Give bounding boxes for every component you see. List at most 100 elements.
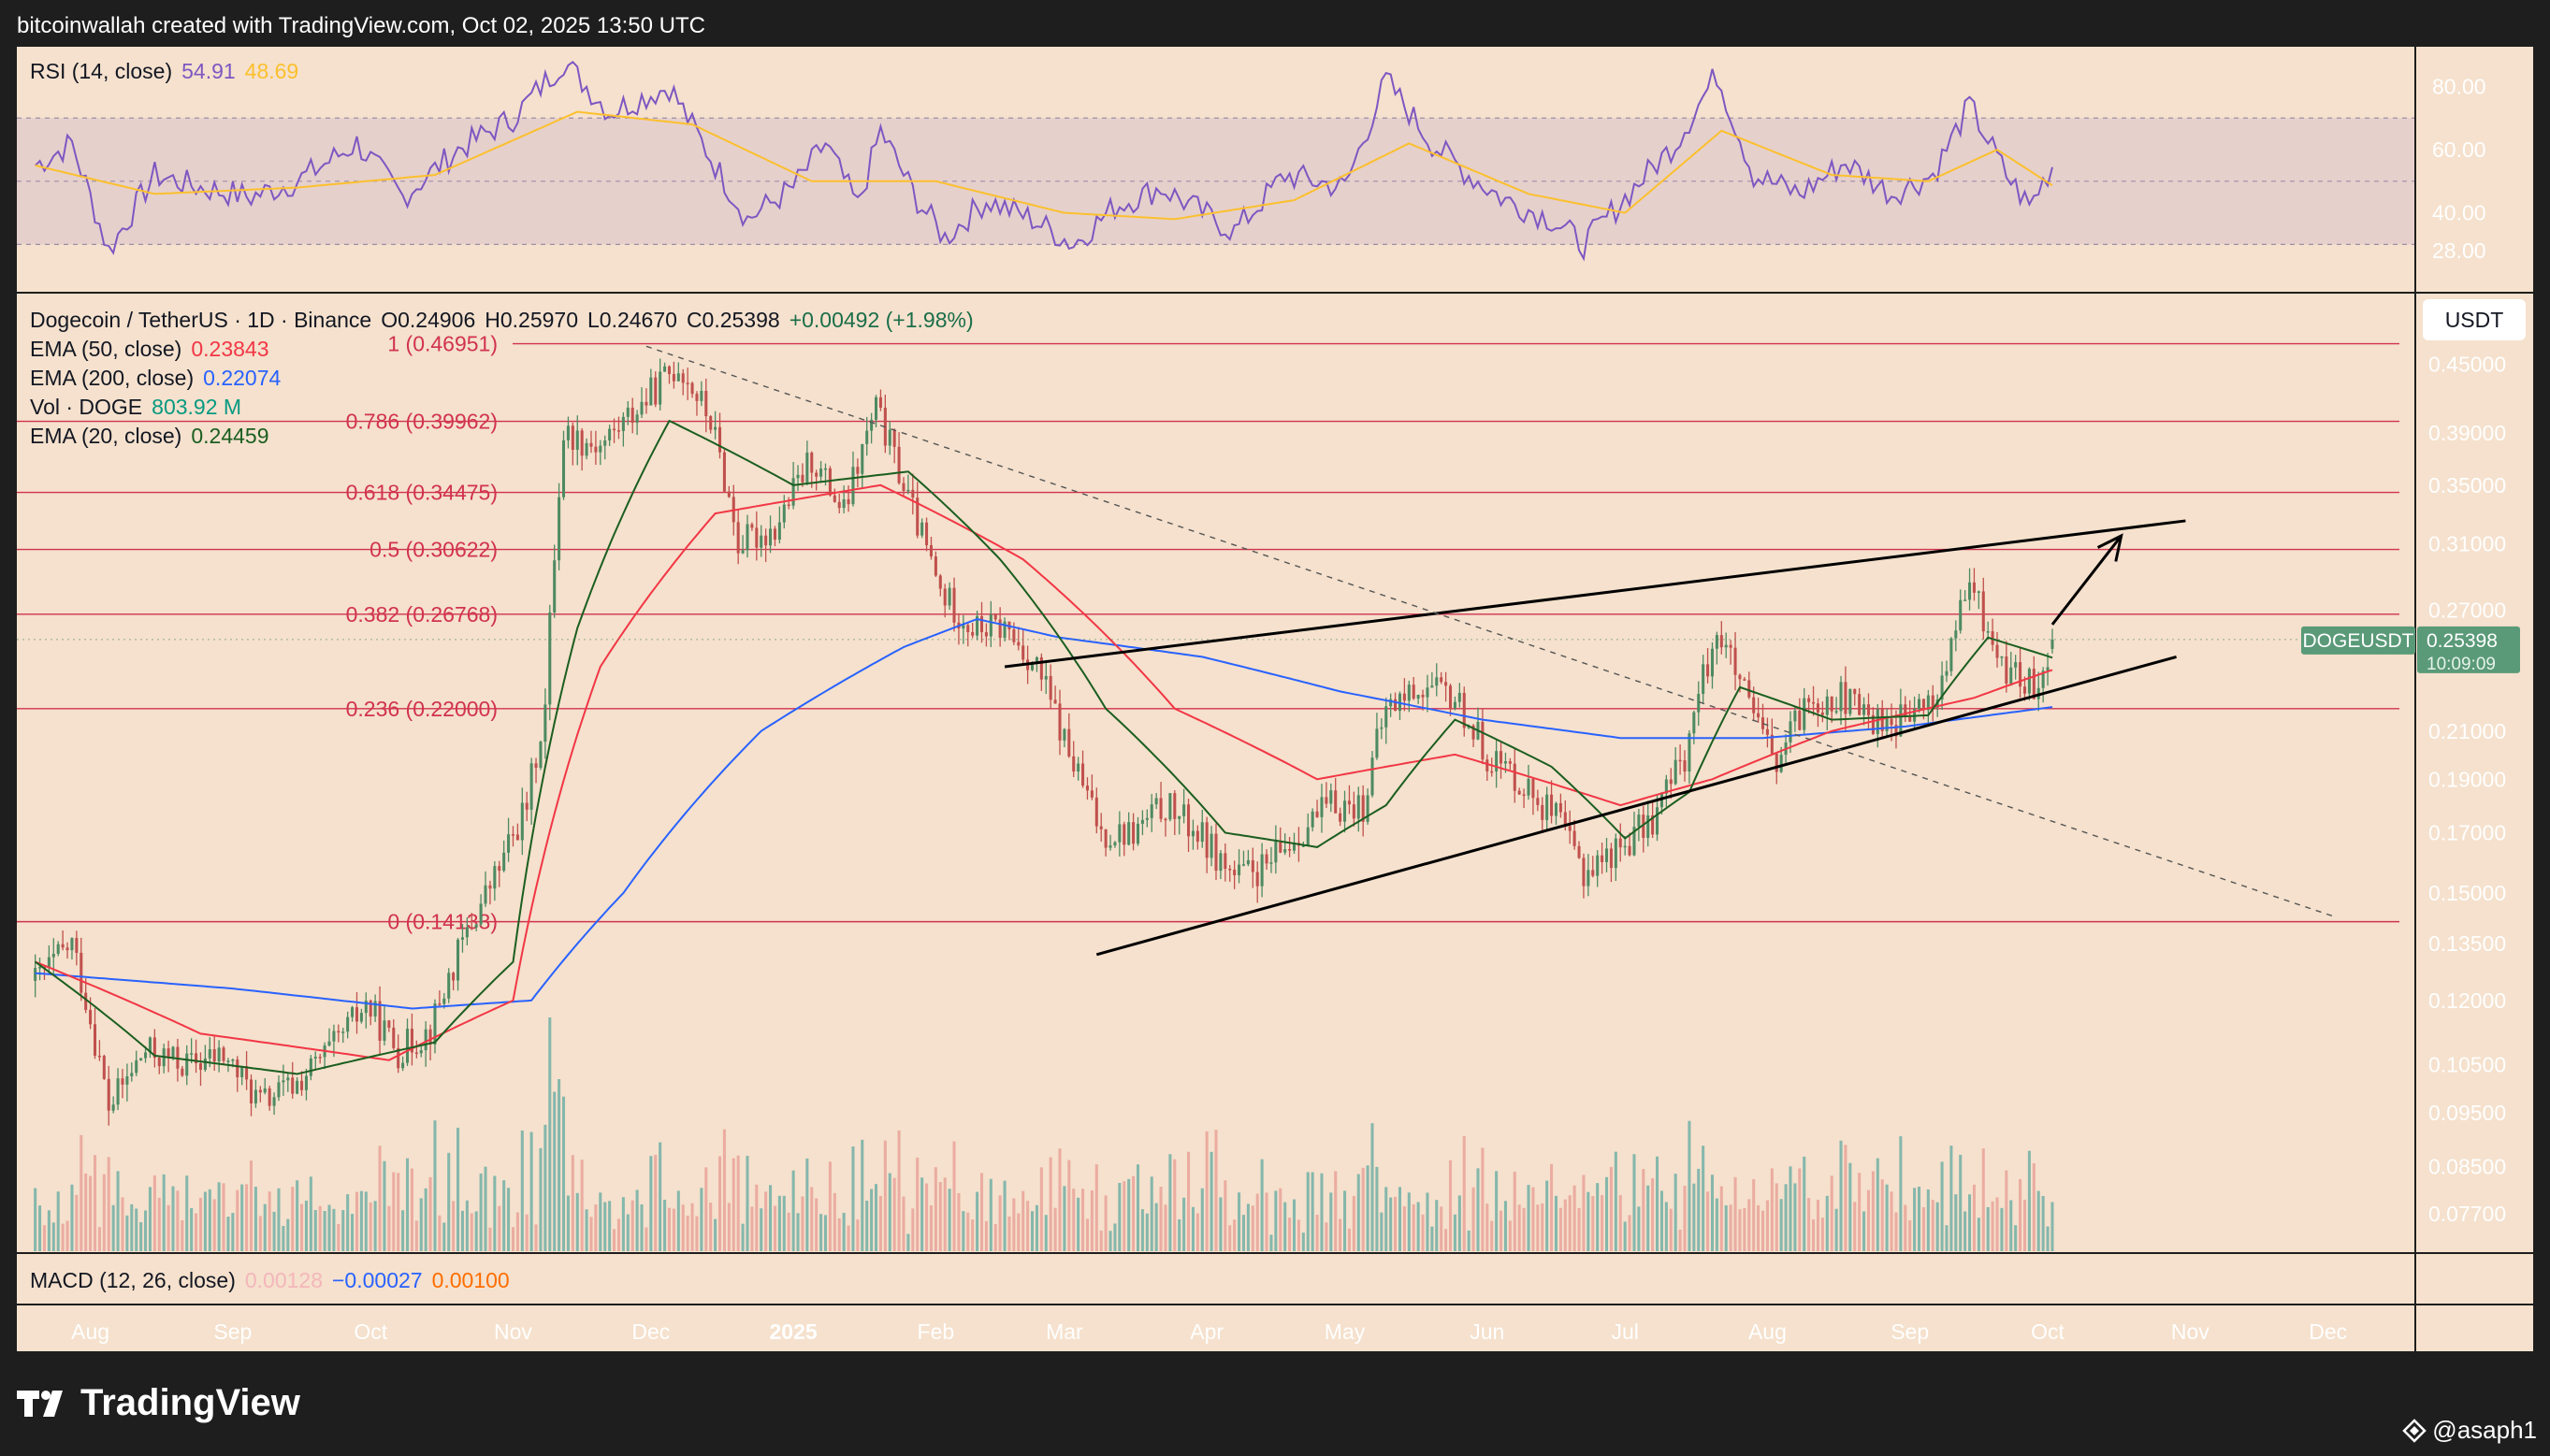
volume-bar (613, 1229, 616, 1251)
volume-bar (1297, 1219, 1300, 1251)
fib-level-label: 1 (0.46951) (387, 332, 498, 356)
volume-bar (2032, 1162, 2036, 1251)
symbol-legend-part: L0.24670 (587, 308, 677, 332)
ema50-line (35, 483, 2053, 1061)
candle-body (1890, 718, 1893, 726)
volume-bar (1807, 1197, 1811, 1251)
volume-bar (645, 1227, 648, 1251)
volume-bar (1541, 1203, 1544, 1251)
volume-bar (1853, 1202, 1857, 1251)
candle-body (534, 763, 538, 769)
volume-bar (906, 1233, 910, 1251)
price-tick-label: 0.31000 (2428, 531, 2506, 555)
candle-body (934, 556, 937, 576)
volume-bar (732, 1158, 735, 1251)
volume-bar (236, 1189, 239, 1251)
candle-body (654, 377, 658, 405)
volume-bar (1053, 1207, 1057, 1251)
volume-bar (1669, 1208, 1673, 1251)
candle-body (966, 625, 970, 632)
tradingview-logo[interactable]: TradingView (17, 1382, 300, 1424)
candle-body (736, 522, 740, 554)
volume-bar (1752, 1178, 1756, 1251)
volume-bar (815, 1198, 819, 1251)
volume-bar (1554, 1195, 1558, 1251)
volume-bar (897, 1130, 901, 1251)
candle-body (971, 631, 975, 636)
candle-body (198, 1063, 202, 1070)
candle-body (943, 588, 947, 606)
vol-legend-part: 803.92 M (152, 395, 241, 419)
volume-bar (474, 1211, 478, 1251)
candle-body (1017, 642, 1021, 646)
candle-body (1228, 869, 1232, 871)
candle-body (1471, 725, 1475, 740)
volume-bar (1995, 1197, 1999, 1251)
volume-bar (543, 1124, 547, 1251)
candle-body (938, 575, 942, 589)
volume-bar (1164, 1204, 1167, 1251)
candle-body (769, 528, 773, 546)
candle-body (1077, 763, 1080, 772)
candle-body (2050, 639, 2054, 649)
candle-body (1623, 845, 1627, 848)
candle-body (1241, 864, 1245, 866)
candle-body (1416, 694, 1420, 699)
candle-body (47, 957, 51, 969)
volume-bar (659, 1142, 662, 1251)
candle-body (296, 1080, 299, 1094)
volume-bar (717, 1156, 722, 1251)
candle-body (1021, 645, 1025, 660)
volume-bar (1118, 1183, 1122, 1251)
volume-bar (1200, 1188, 1204, 1251)
candle-body (1816, 703, 1819, 713)
candle-body (690, 382, 694, 395)
candle-body (1136, 823, 1140, 844)
volume-bar (217, 1182, 221, 1251)
volume-bar (594, 1204, 598, 1251)
candle-body (452, 973, 456, 981)
candle-body (171, 1046, 175, 1059)
volume-bar (957, 1192, 961, 1251)
volume-bar (2019, 1178, 2022, 1251)
candle-body (1651, 814, 1655, 835)
symbol-tag-text: DOGEUSDT (2302, 630, 2413, 652)
candle-body (38, 967, 42, 969)
candle-body (714, 426, 717, 430)
currency-button[interactable]: USDT (2423, 299, 2526, 340)
candle-body (1315, 811, 1319, 817)
volume-bar (2014, 1225, 2018, 1251)
candle-body (327, 1041, 331, 1045)
volume-bar (479, 1173, 483, 1251)
volume-bar (938, 1182, 942, 1251)
candle-body (185, 1053, 189, 1076)
volume-bar (1485, 1204, 1489, 1251)
candle-body (1435, 677, 1439, 686)
time-tick-label: Sep (213, 1319, 252, 1344)
volume-bar (42, 1225, 46, 1251)
volume-bar (1517, 1204, 1521, 1251)
candle-body (874, 396, 878, 420)
projection-arrow-line (2050, 535, 2123, 626)
candle-body (989, 614, 992, 637)
candle-body (70, 938, 74, 951)
volume-bar (1834, 1208, 1838, 1251)
volume-bar (1572, 1185, 1576, 1251)
volume-bar (1587, 1191, 1590, 1251)
candle-body (456, 939, 460, 981)
handle-text: @asaph1 (2432, 1416, 2537, 1444)
candle-body (1995, 644, 1999, 658)
candle-body (1899, 704, 1903, 737)
symbol-legend-part: H0.25970 (485, 308, 578, 332)
volume-bar (130, 1204, 134, 1251)
volume-bar (777, 1195, 781, 1251)
volume-bar (750, 1206, 754, 1251)
price-tick-label: 0.12000 (2428, 988, 2506, 1013)
volume-bar (1673, 1174, 1677, 1251)
candle-body (553, 560, 557, 613)
volume-bar (212, 1199, 216, 1251)
candle-body (1591, 870, 1595, 876)
volume-bar (1899, 1136, 1903, 1251)
volume-bar (1311, 1172, 1314, 1251)
volume-bar (61, 1223, 65, 1251)
